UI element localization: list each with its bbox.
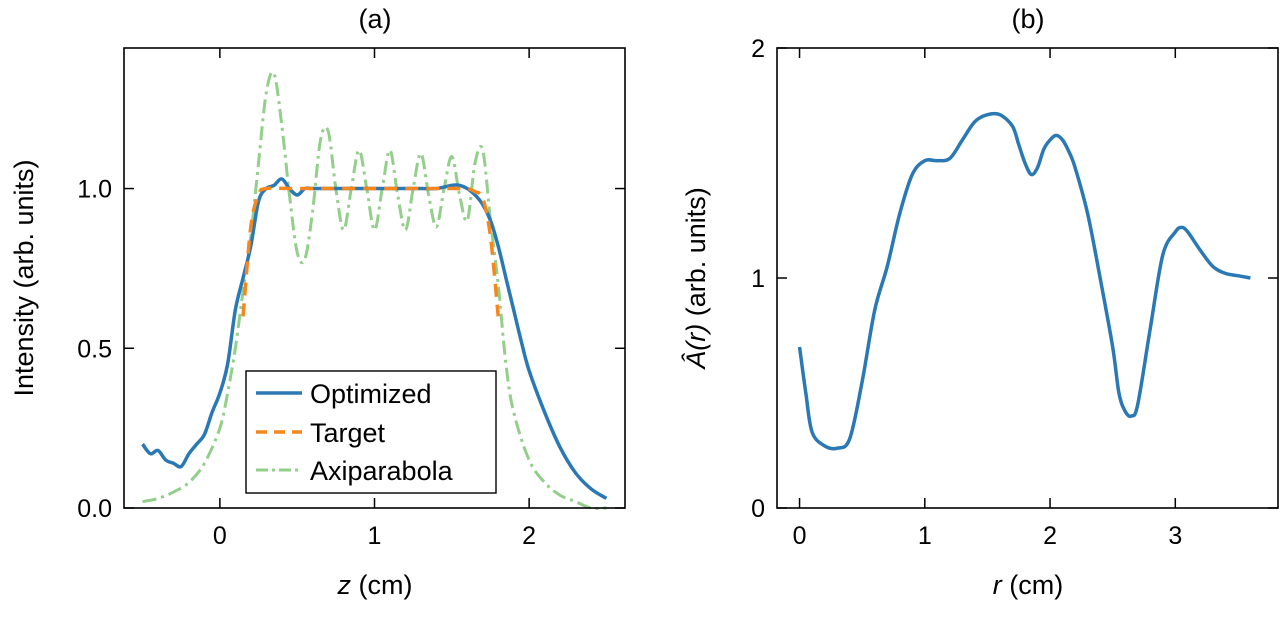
- b-xtick-label-2: 2: [1043, 522, 1057, 550]
- b-series-a-r: [797, 111, 1251, 451]
- a-ytick-label-1: 0.5: [77, 335, 112, 363]
- panel-b-xlabel: r (cm): [993, 570, 1063, 600]
- legend-label-axiparabola: Axiparabola: [310, 456, 454, 486]
- panel-b-frame: [776, 47, 1279, 509]
- panel-b: (b) 0 1 2 3 0 1 2 r (cm) Â(r) (arb. units): [680, 4, 1279, 600]
- panel-a-ylabel: Intensity (arb. units): [9, 159, 39, 396]
- a-series-target: [241, 186, 500, 317]
- b-xtick-label-3: 3: [1168, 522, 1182, 550]
- panel-b-plot-area: [797, 111, 1251, 451]
- panel-b-ylabel: Â(r) (arb. units): [680, 187, 711, 371]
- a-series-axiparabola: [142, 70, 607, 510]
- b-xtick-label-0: 0: [793, 522, 807, 550]
- b-ytick-label-0: 0: [751, 495, 765, 523]
- panel-b-ticks: 0 1 2 3 0 1 2: [751, 35, 1278, 550]
- a-xtick-label-2: 2: [522, 522, 536, 550]
- panel-a-title: (a): [359, 4, 392, 34]
- legend-label-optimized: Optimized: [310, 379, 432, 409]
- panel-b-title: (b): [1012, 4, 1045, 34]
- b-xtick-label-1: 1: [918, 522, 932, 550]
- a-ytick-label-0: 0.0: [77, 495, 112, 523]
- a-ytick-label-2: 1.0: [77, 176, 112, 204]
- panel-a-frame: [123, 47, 626, 509]
- a-xtick-label-0: 0: [213, 522, 227, 550]
- b-ytick-label-2: 2: [751, 35, 765, 63]
- panel-a-legend: Optimized Target Axiparabola: [245, 370, 497, 494]
- legend-label-target: Target: [310, 418, 386, 448]
- panel-a: (a) 0 1 2 0.0 0.5 1.0 z (cm) Intensity (arb. …: [9, 4, 626, 600]
- panel-a-xlabel: z (cm): [337, 570, 413, 600]
- b-ytick-label-1: 1: [751, 265, 765, 293]
- a-xtick-label-1: 1: [368, 522, 382, 550]
- panel-a-plot-area: [141, 70, 608, 510]
